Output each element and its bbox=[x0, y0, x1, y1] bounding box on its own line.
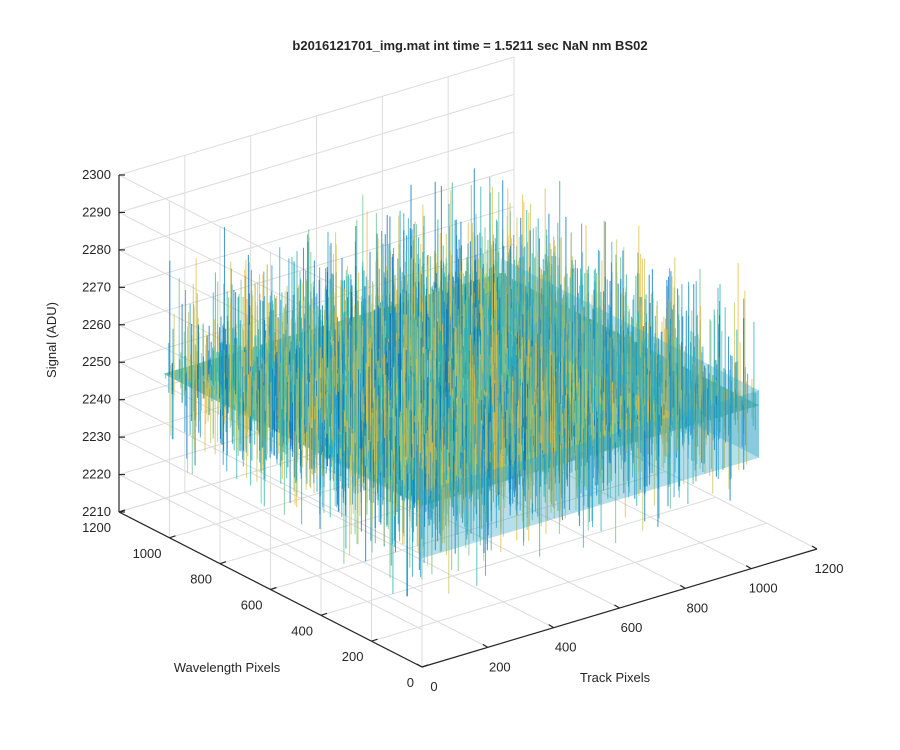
grid-line bbox=[118, 168, 515, 288]
grid-line bbox=[118, 93, 515, 213]
grid-line bbox=[320, 496, 717, 616]
grid-line bbox=[118, 474, 423, 631]
grid-line bbox=[371, 522, 767, 642]
grid-line bbox=[118, 436, 423, 593]
data-surface bbox=[163, 168, 760, 597]
surface-body bbox=[163, 168, 760, 597]
grid-line bbox=[118, 56, 515, 176]
chart-title: b2016121701_img.mat int time = 1.5211 se… bbox=[292, 38, 647, 53]
grid-line bbox=[118, 206, 515, 326]
grid-line bbox=[118, 399, 423, 556]
grid-line bbox=[118, 131, 515, 251]
